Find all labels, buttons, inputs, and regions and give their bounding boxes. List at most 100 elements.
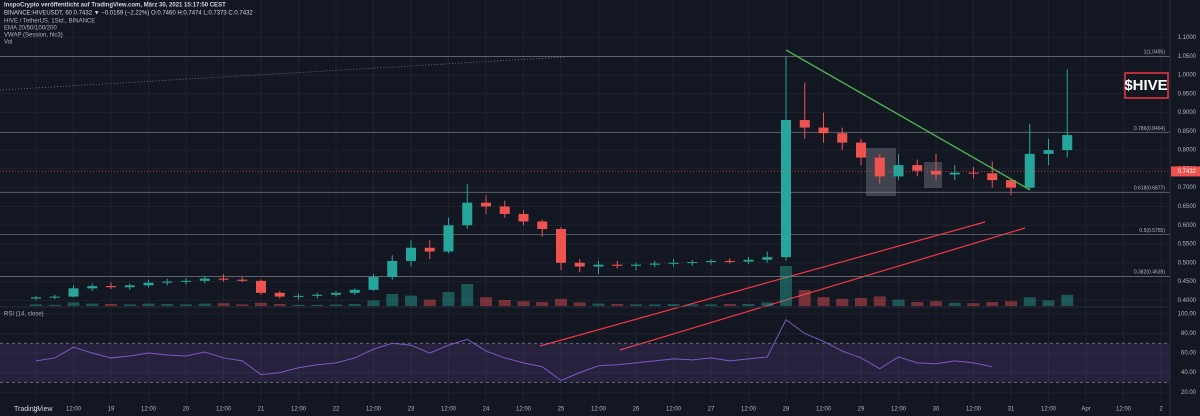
x-tick-label: 12:00 — [1116, 407, 1132, 413]
x-tick-label: 28 — [783, 407, 790, 413]
dotted-trendline — [0, 56, 566, 91]
volume-bar — [986, 302, 999, 306]
x-tick-label: 12:00 — [366, 407, 382, 413]
candle-body — [143, 282, 154, 286]
candle-body — [931, 170, 941, 175]
candle-body — [256, 280, 266, 293]
last-price-tag — [1171, 166, 1200, 177]
x-tick-label: 12:00 — [816, 407, 832, 413]
volume-bar — [705, 304, 717, 306]
x-tick-label: 18 — [33, 407, 40, 413]
candle-body — [106, 286, 116, 288]
volume-bar — [1005, 301, 1017, 306]
support-line — [619, 227, 1026, 351]
x-tick-label: 12:00 — [291, 407, 307, 413]
fib-label: 1(1.0495) — [1144, 50, 1166, 56]
fib-label: 0.382(0.4639) — [1134, 270, 1165, 276]
y-tick-label: 1.0000 — [1178, 73, 1197, 79]
candle-body — [537, 221, 548, 229]
candle-body — [593, 264, 604, 267]
rsi-tick-label: 100.00 — [1178, 311, 1197, 317]
volume-bar — [536, 302, 549, 306]
candle-body — [31, 297, 41, 299]
volume-bar — [742, 304, 755, 306]
candle-body — [649, 263, 660, 265]
candle-body — [818, 127, 829, 134]
candle-body — [856, 142, 866, 158]
publisher: InspoCrypto veröffentlicht auf TradingVi… — [4, 3, 226, 9]
resistance-trendline — [785, 49, 1031, 191]
candle-body — [87, 286, 98, 289]
candle-body — [293, 295, 304, 297]
candle-body — [668, 262, 679, 264]
candle-body — [218, 278, 229, 280]
x-tick-label: 12:00 — [741, 407, 757, 413]
volume-bar — [123, 304, 136, 306]
volume-bar — [911, 302, 924, 306]
annotation: $HIVE — [1124, 77, 1167, 94]
x-tick-label: 12:00 — [216, 407, 232, 413]
x-tick-label: 12:00 — [516, 407, 532, 413]
volume-bar — [611, 304, 624, 306]
volume-bar — [1061, 294, 1074, 306]
volume-bar — [386, 294, 399, 306]
candle-body — [631, 264, 641, 266]
volume-bar — [761, 302, 774, 306]
volume-bar — [67, 302, 80, 306]
candle-body — [443, 225, 454, 252]
candle-body — [331, 292, 341, 295]
volume-bar — [30, 304, 42, 306]
candle-body — [481, 202, 491, 207]
volume-bar — [86, 303, 99, 306]
y-tick-label: 0.6500 — [1178, 204, 1197, 210]
volume-bar — [630, 304, 642, 306]
y-tick-label: 1.0500 — [1178, 54, 1197, 60]
x-tick-label: Apr — [1081, 407, 1090, 413]
volume-bar — [180, 304, 192, 306]
volume-bar — [686, 304, 699, 306]
candle-body — [893, 165, 904, 177]
volume-bar — [498, 300, 511, 306]
volume-bar — [348, 304, 361, 306]
y-tick-label: 0.8000 — [1178, 148, 1197, 154]
y-tick-label: 0.5000 — [1178, 260, 1197, 266]
plot: 18 12:00 19 12:00 20 12:00 21 12:00 22 12:00 23 12:… — [0, 35, 1200, 413]
candle-body — [706, 260, 716, 263]
candle-body — [687, 262, 698, 264]
candle-body — [199, 278, 210, 281]
x-tick-label: 29 — [858, 407, 865, 413]
legend-vol: Vol — [4, 40, 12, 46]
candle-body — [968, 172, 979, 174]
support-line — [539, 221, 986, 347]
volume-bar — [273, 304, 286, 306]
candle-body — [799, 120, 810, 128]
x-tick-label: 31 — [1008, 407, 1015, 413]
volume-bar — [592, 303, 605, 306]
y-tick-label: 0.9000 — [1178, 110, 1197, 116]
y-tick-label: 0.4500 — [1178, 279, 1197, 285]
candle-body — [368, 277, 379, 290]
fib-label: 0.5(0.5755) — [1139, 228, 1165, 234]
candle-body — [1043, 150, 1054, 154]
candle-body — [68, 288, 79, 297]
candle-body — [518, 213, 529, 222]
candle-body — [162, 281, 173, 283]
volume-bar — [817, 297, 830, 306]
volume-bar — [517, 301, 530, 306]
volume-bar — [836, 298, 849, 306]
volume-bar — [892, 299, 905, 306]
x-tick-label: 21 — [258, 407, 265, 413]
volume-bar — [480, 297, 492, 306]
x-tick-label: 12:00 — [666, 407, 682, 413]
fib-label: 0.618(0.6877) — [1134, 186, 1165, 192]
candle-body — [987, 173, 998, 181]
x-tick-label: 24 — [483, 407, 490, 413]
volume-bar — [161, 304, 174, 306]
volume-bar — [967, 303, 980, 306]
x-tick-label: 22 — [333, 407, 340, 413]
volume-bar — [330, 304, 342, 306]
y-tick-label: 0.9500 — [1178, 91, 1197, 97]
candle-body — [424, 247, 435, 252]
candle-body — [387, 260, 398, 278]
